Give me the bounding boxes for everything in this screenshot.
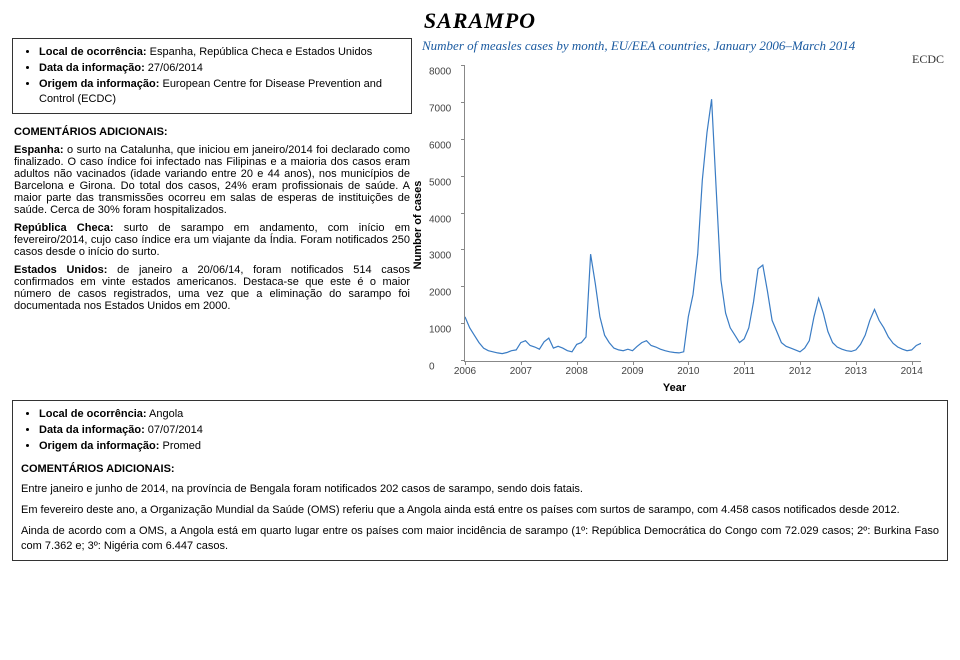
ytick-mark bbox=[461, 65, 465, 66]
b-comments-head: COMENTÁRIOS ADICIONAIS: bbox=[21, 462, 939, 477]
chart-xlabel: Year bbox=[663, 382, 686, 394]
b-local-label: Local de ocorrência: bbox=[39, 408, 147, 420]
xtick-label: 2012 bbox=[789, 366, 811, 377]
xtick-mark bbox=[688, 361, 689, 365]
espanha-label: Espanha: bbox=[14, 144, 64, 156]
b-origem-label: Origem da informação: bbox=[39, 440, 159, 452]
ytick-label: 6000 bbox=[429, 140, 451, 151]
chart-title: Number of measles cases by month, EU/EEA… bbox=[422, 38, 948, 54]
ytick-label: 3000 bbox=[429, 251, 451, 262]
comments-block: COMENTÁRIOS ADICIONAIS: Espanha: o surto… bbox=[12, 120, 412, 314]
ytick-mark bbox=[461, 102, 465, 103]
xtick-mark bbox=[633, 361, 634, 365]
top-row: Local de ocorrência: Espanha, República … bbox=[12, 38, 948, 390]
checa-para: República Checa: surto de sarampo em and… bbox=[14, 222, 410, 258]
info-box-top: Local de ocorrência: Espanha, República … bbox=[12, 38, 412, 114]
bottom-box: Local de ocorrência: Angola Data da info… bbox=[12, 400, 948, 561]
xtick-label: 2008 bbox=[566, 366, 588, 377]
chart-plot-area: 0100020003000400050006000700080002006200… bbox=[464, 66, 921, 362]
ytick-label: 7000 bbox=[429, 103, 451, 114]
xtick-label: 2014 bbox=[901, 366, 923, 377]
xtick-mark bbox=[465, 361, 466, 365]
xtick-mark bbox=[577, 361, 578, 365]
ytick-mark bbox=[461, 286, 465, 287]
b-p2: Em fevereiro deste ano, a Organização Mu… bbox=[21, 503, 939, 518]
espanha-text: o surto na Catalunha, que iniciou em jan… bbox=[14, 144, 410, 216]
xtick-label: 2010 bbox=[677, 366, 699, 377]
xtick-mark bbox=[912, 361, 913, 365]
xtick-label: 2013 bbox=[845, 366, 867, 377]
b-origem-value: Promed bbox=[159, 440, 201, 452]
measles-line bbox=[465, 99, 921, 353]
xtick-mark bbox=[744, 361, 745, 365]
xtick-mark bbox=[521, 361, 522, 365]
xtick-label: 2009 bbox=[621, 366, 643, 377]
b-origem-line: Origem da informação: Promed bbox=[39, 439, 939, 454]
page-title: SARAMPO bbox=[12, 8, 948, 34]
b-local-value: Angola bbox=[147, 408, 184, 420]
ytick-mark bbox=[461, 176, 465, 177]
bottom-info-list: Local de ocorrência: Angola Data da info… bbox=[21, 407, 939, 454]
origem-line: Origem da informação: European Centre fo… bbox=[39, 77, 403, 107]
xtick-mark bbox=[856, 361, 857, 365]
ytick-label: 4000 bbox=[429, 214, 451, 225]
checa-label: República Checa: bbox=[14, 222, 113, 234]
b-data-value: 07/07/2014 bbox=[145, 424, 203, 436]
b-data-line: Data da informação: 07/07/2014 bbox=[39, 423, 939, 438]
ytick-mark bbox=[461, 249, 465, 250]
origem-label: Origem da informação: bbox=[39, 78, 159, 90]
chart-ylabel: Number of cases bbox=[412, 181, 424, 270]
chart-line bbox=[465, 66, 921, 361]
b-local-line: Local de ocorrência: Angola bbox=[39, 407, 939, 422]
xtick-label: 2011 bbox=[733, 366, 755, 377]
ytick-mark bbox=[461, 139, 465, 140]
xtick-mark bbox=[800, 361, 801, 365]
local-line: Local de ocorrência: Espanha, República … bbox=[39, 45, 403, 60]
b-p3: Ainda de acordo com a OMS, a Angola está… bbox=[21, 524, 939, 554]
eua-para: Estados Unidos: de janeiro a 20/06/14, f… bbox=[14, 264, 410, 312]
local-label: Local de ocorrência: bbox=[39, 46, 147, 58]
espanha-para: Espanha: o surto na Catalunha, que inici… bbox=[14, 144, 410, 216]
info-list: Local de ocorrência: Espanha, República … bbox=[21, 45, 403, 106]
b-p1: Entre janeiro e junho de 2014, na provín… bbox=[21, 482, 939, 497]
xtick-label: 2007 bbox=[510, 366, 532, 377]
comments-head: COMENTÁRIOS ADICIONAIS: bbox=[14, 126, 410, 138]
right-column: Number of measles cases by month, EU/EEA… bbox=[422, 38, 948, 390]
ytick-label: 2000 bbox=[429, 288, 451, 299]
left-column: Local de ocorrência: Espanha, República … bbox=[12, 38, 412, 390]
local-value: Espanha, República Checa e Estados Unido… bbox=[147, 46, 373, 58]
ytick-label: 0 bbox=[429, 362, 435, 373]
b-data-label: Data da informação: bbox=[39, 424, 145, 436]
ytick-label: 1000 bbox=[429, 325, 451, 336]
data-line: Data da informação: 27/06/2014 bbox=[39, 61, 403, 76]
chart: Number of cases Year 0100020003000400050… bbox=[422, 60, 927, 390]
data-label: Data da informação: bbox=[39, 62, 145, 74]
data-value: 27/06/2014 bbox=[145, 62, 203, 74]
ytick-mark bbox=[461, 323, 465, 324]
ytick-label: 8000 bbox=[429, 67, 451, 78]
xtick-label: 2006 bbox=[454, 366, 476, 377]
ytick-mark bbox=[461, 213, 465, 214]
eua-label: Estados Unidos: bbox=[14, 264, 107, 276]
ytick-label: 5000 bbox=[429, 177, 451, 188]
